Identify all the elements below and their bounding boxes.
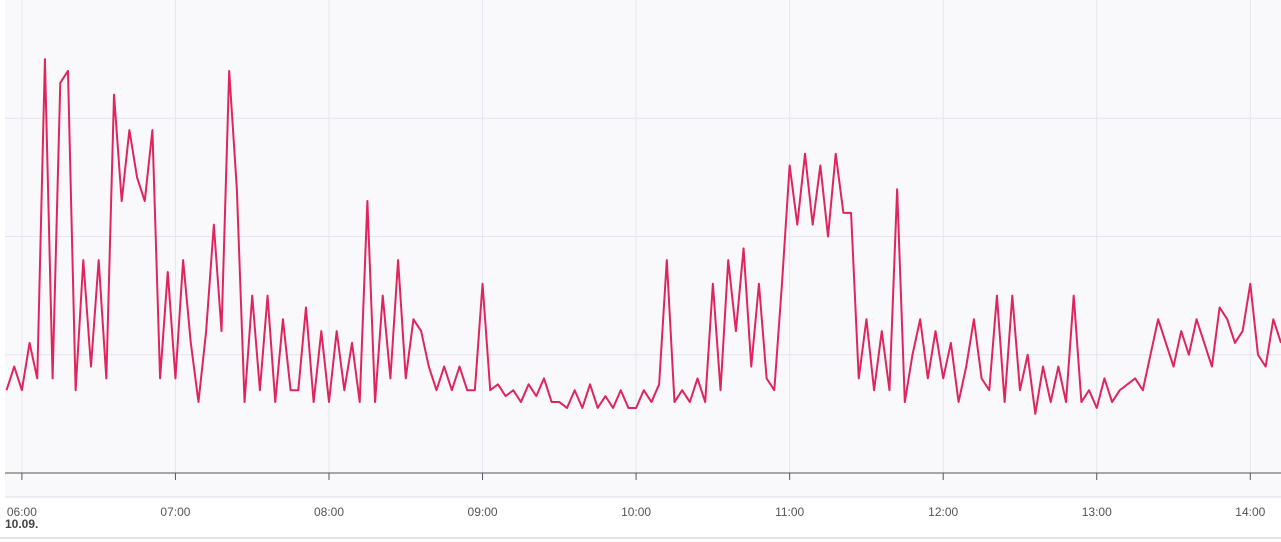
x-tick-label: 09:00: [468, 505, 498, 519]
x-tick-label: 10:00: [621, 505, 651, 519]
x-tick-label: 13:00: [1082, 505, 1112, 519]
x-tick-label: 08:00: [314, 505, 344, 519]
x-tick-label: 07:00: [160, 505, 190, 519]
plot-background: [5, 0, 1281, 497]
x-tick-label: 06:00: [7, 505, 37, 519]
date-label: 10.09.: [5, 517, 38, 531]
x-tick-label: 12:00: [928, 505, 958, 519]
x-tick-label: 14:00: [1235, 505, 1265, 519]
x-tick-label: 11:00: [775, 505, 804, 519]
data-line: [5, 58, 1281, 415]
